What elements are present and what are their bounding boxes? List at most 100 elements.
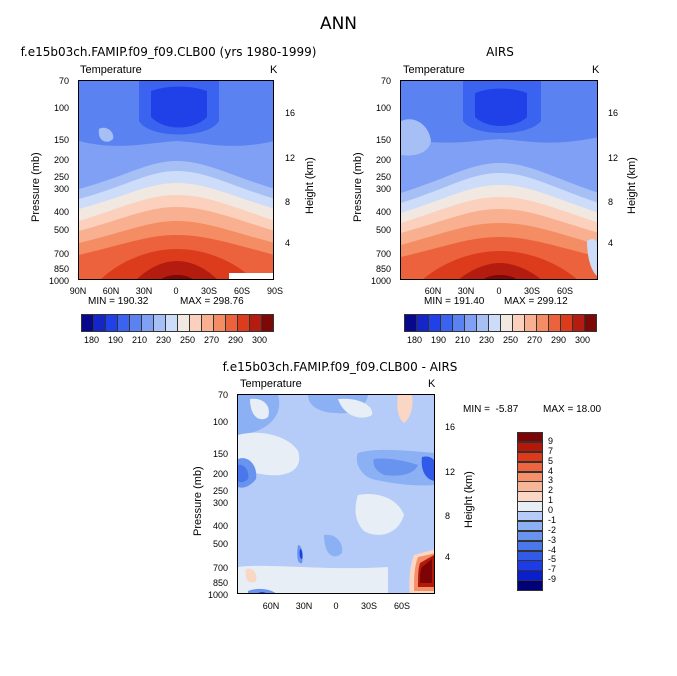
colorbar-label: 1 (548, 495, 554, 506)
panel-obs-ylabel-right: Height (km) (626, 157, 638, 214)
panel-obs-ytick: 500 (375, 225, 391, 235)
panel-obs-ytick: 70 (380, 76, 391, 86)
panel-obs-xtick: 0 (496, 286, 502, 296)
colorbar-label: 300 (575, 335, 591, 345)
panel-diff-ytick: 250 (212, 486, 228, 496)
colorbar-swatch (452, 314, 465, 332)
panel-diff-field (238, 395, 434, 593)
colorbar-swatch (572, 314, 585, 332)
panel-model-title: f.e15b03ch.FAMIP.f09_f09.CLB00 (yrs 1980… (20, 45, 317, 59)
colorbar-swatch (93, 314, 106, 332)
colorbar-label: 2 (548, 485, 554, 496)
colorbar-label: 5 (548, 455, 554, 466)
colorbar-label: 290 (551, 335, 567, 345)
panel-obs-colorbar-labels: 180 190 210 230 250 270 290 300 (404, 335, 596, 347)
panel-diff-ytick: 300 (212, 498, 228, 508)
panel-diff-xtick: 30N (295, 601, 313, 611)
colorbar-swatch (201, 314, 214, 332)
colorbar-swatch (404, 314, 417, 332)
panel-diff-colorbar-labels: 9 7 5 4 3 2 1 0 -1 -2 -3 -4 -5 -7 -9 (548, 432, 588, 590)
panel-obs-xtick: 60N (424, 286, 442, 296)
panel-model-ytick: 700 (53, 249, 69, 259)
colorbar-label: 230 (156, 335, 172, 345)
colorbar-swatch (177, 314, 190, 332)
panel-diff-subtitle: Temperature (240, 378, 302, 390)
colorbar-label: 250 (503, 335, 519, 345)
colorbar-swatch (476, 314, 489, 332)
panel-diff-ytick-right: 16 (445, 422, 456, 432)
panel-obs-ytick: 100 (375, 103, 391, 113)
colorbar-swatch (536, 314, 549, 332)
panel-diff-ytick: 1000 (207, 590, 228, 600)
panel-diff-colorbar (517, 432, 543, 591)
panel-obs-max: MAX = 299.12 (504, 296, 568, 307)
panel-diff-xtick: 60S (393, 601, 410, 611)
panel-diff-ylabel: Pressure (mb) (192, 466, 204, 536)
colorbar-label: -2 (548, 524, 557, 535)
panel-model-max: MAX = 298.76 (180, 296, 244, 307)
panel-model-ylabel: Pressure (mb) (30, 152, 42, 222)
colorbar-label: -3 (548, 534, 557, 545)
colorbar-swatch (517, 560, 543, 571)
panel-model-ytick: 250 (53, 172, 69, 182)
panel-obs-xtick: 30S (523, 286, 540, 296)
panel-model-ytick: 850 (53, 264, 69, 274)
panel-diff-ytick: 400 (212, 521, 228, 531)
colorbar-swatch (517, 441, 543, 453)
panel-model-ytick: 300 (53, 184, 69, 194)
colorbar-swatch (560, 314, 573, 332)
panel-obs-ytick: 150 (375, 135, 391, 145)
panel-obs-title: AIRS (486, 45, 514, 59)
panel-obs-subtitle: Temperature (403, 64, 465, 76)
colorbar-swatch (189, 314, 202, 332)
panel-model-colorbar (81, 314, 274, 332)
panel-model-xtick: 90S (266, 286, 283, 296)
panel-obs-ytick: 850 (375, 264, 391, 274)
panel-obs-xtick: 30N (457, 286, 475, 296)
panel-model-xtick: 60S (233, 286, 250, 296)
panel-model-ytick-right: 12 (285, 153, 296, 163)
panel-model-colorbar-labels: 180 190 210 230 250 270 290 300 (81, 335, 273, 347)
colorbar-swatch (213, 314, 226, 332)
panel-model-ytick: 400 (53, 207, 69, 217)
panel-obs-ytick: 200 (375, 155, 391, 165)
colorbar-swatch (517, 570, 543, 581)
panel-diff-xtick: 60N (262, 601, 280, 611)
colorbar-label: 9 (548, 435, 554, 446)
panel-obs-ytick-right: 12 (608, 153, 619, 163)
colorbar-label: 230 (479, 335, 495, 345)
colorbar-label: 180 (84, 335, 100, 345)
panel-diff-plot (237, 394, 435, 594)
panel-model-ylabel-right: Height (km) (304, 157, 316, 214)
colorbar-swatch (249, 314, 262, 332)
colorbar-label: 4 (548, 465, 554, 476)
panel-diff-ytick-right: 12 (445, 467, 456, 477)
colorbar-label: 180 (407, 335, 423, 345)
colorbar-swatch (153, 314, 166, 332)
colorbar-label: -1 (548, 514, 557, 525)
colorbar-swatch (165, 314, 178, 332)
panel-diff-ytick: 70 (217, 390, 228, 400)
colorbar-label: 270 (527, 335, 543, 345)
panel-diff-ytick: 200 (212, 469, 228, 479)
colorbar-swatch (524, 314, 537, 332)
colorbar-swatch (517, 432, 543, 443)
panel-diff-ytick: 850 (212, 578, 228, 588)
colorbar-swatch (584, 314, 597, 332)
panel-model-subtitle: Temperature (80, 64, 142, 76)
panel-diff-ytick: 150 (212, 449, 228, 459)
panel-diff-xtick: 0 (333, 601, 339, 611)
panel-model-ytick: 70 (58, 76, 69, 86)
panel-model-ytick: 200 (53, 155, 69, 165)
panel-obs-ytick-right: 4 (608, 238, 614, 248)
colorbar-label: 7 (548, 445, 554, 456)
panel-model-ytick: 500 (53, 225, 69, 235)
colorbar-swatch (517, 481, 543, 492)
colorbar-swatch (488, 314, 501, 332)
panel-diff-ytick-right: 8 (445, 511, 451, 521)
colorbar-swatch (517, 540, 543, 551)
colorbar-label: 210 (132, 335, 148, 345)
panel-model-ytick: 150 (53, 135, 69, 145)
panel-obs-ytick: 250 (375, 172, 391, 182)
panel-obs-ytick-right: 8 (608, 197, 614, 207)
